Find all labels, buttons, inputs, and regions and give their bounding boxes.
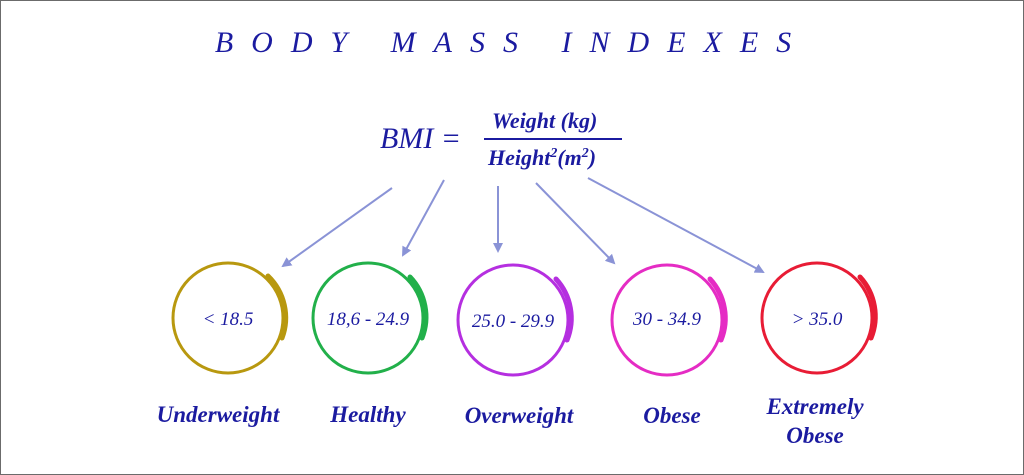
range-overweight: 25.0 - 29.9: [471, 311, 555, 332]
denominator-unit-exponent: 2: [581, 146, 589, 161]
arrow-to-extremely-obese: [587, 177, 765, 273]
formula-numerator: Weight (kg): [492, 108, 598, 133]
range-underweight: < 18.5: [202, 309, 254, 330]
denominator-unit-open: (m: [557, 145, 582, 170]
circle-overweight: [456, 263, 574, 377]
label-healthy: Healthy: [330, 402, 406, 427]
circle-healthy: [311, 261, 429, 375]
arrow-to-healthy: [402, 179, 445, 257]
range-obese: 30 - 34.9: [632, 309, 702, 330]
label-extremely-obese-line1: Extremely: [766, 394, 864, 419]
arrow-to-obese: [535, 182, 616, 265]
label-underweight: Underweight: [156, 402, 280, 427]
circle-extremely-obese: [760, 261, 878, 375]
formula-denominator: Height2(m2): [488, 145, 596, 171]
arrow-to-underweight: [281, 187, 393, 268]
label-overweight: Overweight: [464, 403, 574, 428]
diagram-title: BODY MASS INDEXES: [214, 26, 810, 59]
circle-obese: [610, 263, 728, 377]
range-extremely-obese: > 35.0: [791, 309, 843, 330]
range-healthy: 18,6 - 24.9: [326, 309, 410, 330]
formula-lhs: BMI =: [380, 122, 462, 155]
denominator-main: Height: [488, 145, 551, 170]
label-obese: Obese: [643, 403, 701, 428]
denominator-exponent: 2: [550, 146, 558, 161]
denominator-unit-close: ): [588, 145, 597, 170]
fraction-bar: [484, 138, 622, 140]
label-extremely-obese-line2: Obese: [786, 423, 844, 448]
circle-underweight: [171, 261, 289, 375]
label-extremely-obese: Extremely Obese: [735, 392, 895, 450]
